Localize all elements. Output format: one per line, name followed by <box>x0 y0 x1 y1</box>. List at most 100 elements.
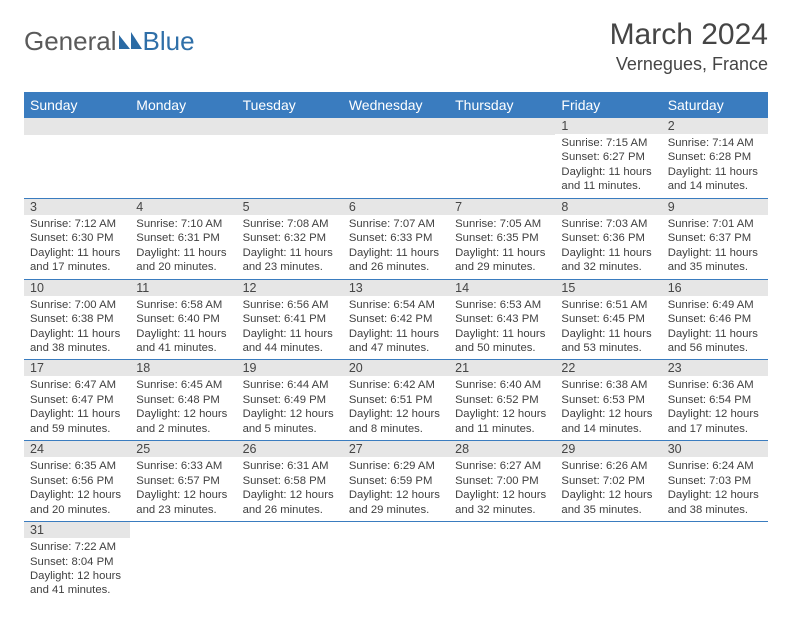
day-number <box>449 522 555 539</box>
day-line: Sunrise: 6:42 AM <box>349 378 443 392</box>
day-line: Sunset: 7:00 PM <box>455 474 549 488</box>
day-body: Sunrise: 7:22 AMSunset: 8:04 PMDaylight:… <box>24 538 130 602</box>
day-cell: 6Sunrise: 7:07 AMSunset: 6:33 PMDaylight… <box>343 199 449 279</box>
day-number <box>237 118 343 135</box>
day-number: 2 <box>662 118 768 134</box>
day-cell-empty <box>237 522 343 602</box>
day-line: Sunrise: 7:15 AM <box>561 136 655 150</box>
weekday-header: Thursday <box>449 92 555 118</box>
day-line: Sunset: 6:40 PM <box>136 312 230 326</box>
day-line: Sunset: 6:30 PM <box>30 231 124 245</box>
day-line: and 26 minutes. <box>243 503 337 517</box>
day-line: and 35 minutes. <box>561 503 655 517</box>
day-line: Sunset: 6:38 PM <box>30 312 124 326</box>
day-number <box>343 522 449 539</box>
day-body: Sunrise: 7:15 AMSunset: 6:27 PMDaylight:… <box>555 134 661 198</box>
day-body <box>343 135 449 185</box>
day-number: 29 <box>555 441 661 457</box>
day-line: and 8 minutes. <box>349 422 443 436</box>
day-line: and 11 minutes. <box>455 422 549 436</box>
day-body: Sunrise: 6:26 AMSunset: 7:02 PMDaylight:… <box>555 457 661 521</box>
day-line: Daylight: 12 hours <box>136 407 230 421</box>
day-number <box>130 522 236 539</box>
day-number: 13 <box>343 280 449 296</box>
day-line: Sunrise: 6:31 AM <box>243 459 337 473</box>
day-line: Daylight: 11 hours <box>30 327 124 341</box>
day-line: Sunrise: 6:35 AM <box>30 459 124 473</box>
day-line: and 50 minutes. <box>455 341 549 355</box>
day-line: Sunset: 6:46 PM <box>668 312 762 326</box>
day-cell: 23Sunrise: 6:36 AMSunset: 6:54 PMDayligh… <box>662 360 768 440</box>
week-row: 10Sunrise: 7:00 AMSunset: 6:38 PMDayligh… <box>24 280 768 361</box>
day-cell: 21Sunrise: 6:40 AMSunset: 6:52 PMDayligh… <box>449 360 555 440</box>
day-line: Sunrise: 6:33 AM <box>136 459 230 473</box>
day-line: Sunset: 6:41 PM <box>243 312 337 326</box>
day-line: Sunset: 6:57 PM <box>136 474 230 488</box>
day-line: Sunrise: 6:44 AM <box>243 378 337 392</box>
day-line: Sunset: 8:04 PM <box>30 555 124 569</box>
weekday-header: Friday <box>555 92 661 118</box>
day-body: Sunrise: 7:01 AMSunset: 6:37 PMDaylight:… <box>662 215 768 279</box>
day-number: 11 <box>130 280 236 296</box>
day-body <box>449 539 555 589</box>
day-cell: 29Sunrise: 6:26 AMSunset: 7:02 PMDayligh… <box>555 441 661 521</box>
day-line: Daylight: 11 hours <box>561 327 655 341</box>
day-body: Sunrise: 7:14 AMSunset: 6:28 PMDaylight:… <box>662 134 768 198</box>
day-cell: 12Sunrise: 6:56 AMSunset: 6:41 PMDayligh… <box>237 280 343 360</box>
day-line: Sunrise: 6:51 AM <box>561 298 655 312</box>
day-cell: 8Sunrise: 7:03 AMSunset: 6:36 PMDaylight… <box>555 199 661 279</box>
day-body: Sunrise: 6:47 AMSunset: 6:47 PMDaylight:… <box>24 376 130 440</box>
month-title: March 2024 <box>610 18 768 52</box>
day-line: Sunset: 6:45 PM <box>561 312 655 326</box>
day-cell: 7Sunrise: 7:05 AMSunset: 6:35 PMDaylight… <box>449 199 555 279</box>
day-line: Sunset: 6:37 PM <box>668 231 762 245</box>
day-line: Sunset: 6:42 PM <box>349 312 443 326</box>
day-number <box>449 118 555 135</box>
day-line: Sunrise: 7:22 AM <box>30 540 124 554</box>
day-line: Sunrise: 6:45 AM <box>136 378 230 392</box>
weekday-header: Wednesday <box>343 92 449 118</box>
day-line: and 44 minutes. <box>243 341 337 355</box>
day-line: Sunrise: 6:27 AM <box>455 459 549 473</box>
day-body: Sunrise: 6:58 AMSunset: 6:40 PMDaylight:… <box>130 296 236 360</box>
day-number: 17 <box>24 360 130 376</box>
day-cell: 14Sunrise: 6:53 AMSunset: 6:43 PMDayligh… <box>449 280 555 360</box>
day-line: Daylight: 11 hours <box>136 246 230 260</box>
day-body: Sunrise: 7:00 AMSunset: 6:38 PMDaylight:… <box>24 296 130 360</box>
day-line: Daylight: 12 hours <box>136 488 230 502</box>
day-line: Sunrise: 6:58 AM <box>136 298 230 312</box>
day-line: Daylight: 11 hours <box>243 327 337 341</box>
logo-text-1: General <box>24 26 117 57</box>
day-cell: 15Sunrise: 6:51 AMSunset: 6:45 PMDayligh… <box>555 280 661 360</box>
day-line: Sunset: 7:03 PM <box>668 474 762 488</box>
weekday-header: Saturday <box>662 92 768 118</box>
day-cell-empty <box>662 522 768 602</box>
day-line: and 38 minutes. <box>30 341 124 355</box>
day-line: Daylight: 12 hours <box>349 488 443 502</box>
week-row: 3Sunrise: 7:12 AMSunset: 6:30 PMDaylight… <box>24 199 768 280</box>
day-number: 23 <box>662 360 768 376</box>
day-cell-empty <box>449 118 555 198</box>
day-cell: 5Sunrise: 7:08 AMSunset: 6:32 PMDaylight… <box>237 199 343 279</box>
day-line: and 53 minutes. <box>561 341 655 355</box>
day-number: 25 <box>130 441 236 457</box>
day-line: Sunset: 6:31 PM <box>136 231 230 245</box>
day-number <box>662 522 768 539</box>
day-line: Sunrise: 6:49 AM <box>668 298 762 312</box>
day-line: Sunrise: 6:40 AM <box>455 378 549 392</box>
day-line: Daylight: 11 hours <box>561 246 655 260</box>
day-body: Sunrise: 6:35 AMSunset: 6:56 PMDaylight:… <box>24 457 130 521</box>
day-line: Sunset: 6:53 PM <box>561 393 655 407</box>
week-row: 17Sunrise: 6:47 AMSunset: 6:47 PMDayligh… <box>24 360 768 441</box>
day-body: Sunrise: 6:36 AMSunset: 6:54 PMDaylight:… <box>662 376 768 440</box>
day-line: and 14 minutes. <box>561 422 655 436</box>
day-line: Sunrise: 6:36 AM <box>668 378 762 392</box>
day-line: Daylight: 11 hours <box>668 327 762 341</box>
day-cell: 1Sunrise: 7:15 AMSunset: 6:27 PMDaylight… <box>555 118 661 198</box>
day-line: Daylight: 11 hours <box>30 246 124 260</box>
day-number: 12 <box>237 280 343 296</box>
day-body: Sunrise: 6:33 AMSunset: 6:57 PMDaylight:… <box>130 457 236 521</box>
day-line: Sunrise: 6:29 AM <box>349 459 443 473</box>
day-body: Sunrise: 6:42 AMSunset: 6:51 PMDaylight:… <box>343 376 449 440</box>
day-number: 14 <box>449 280 555 296</box>
